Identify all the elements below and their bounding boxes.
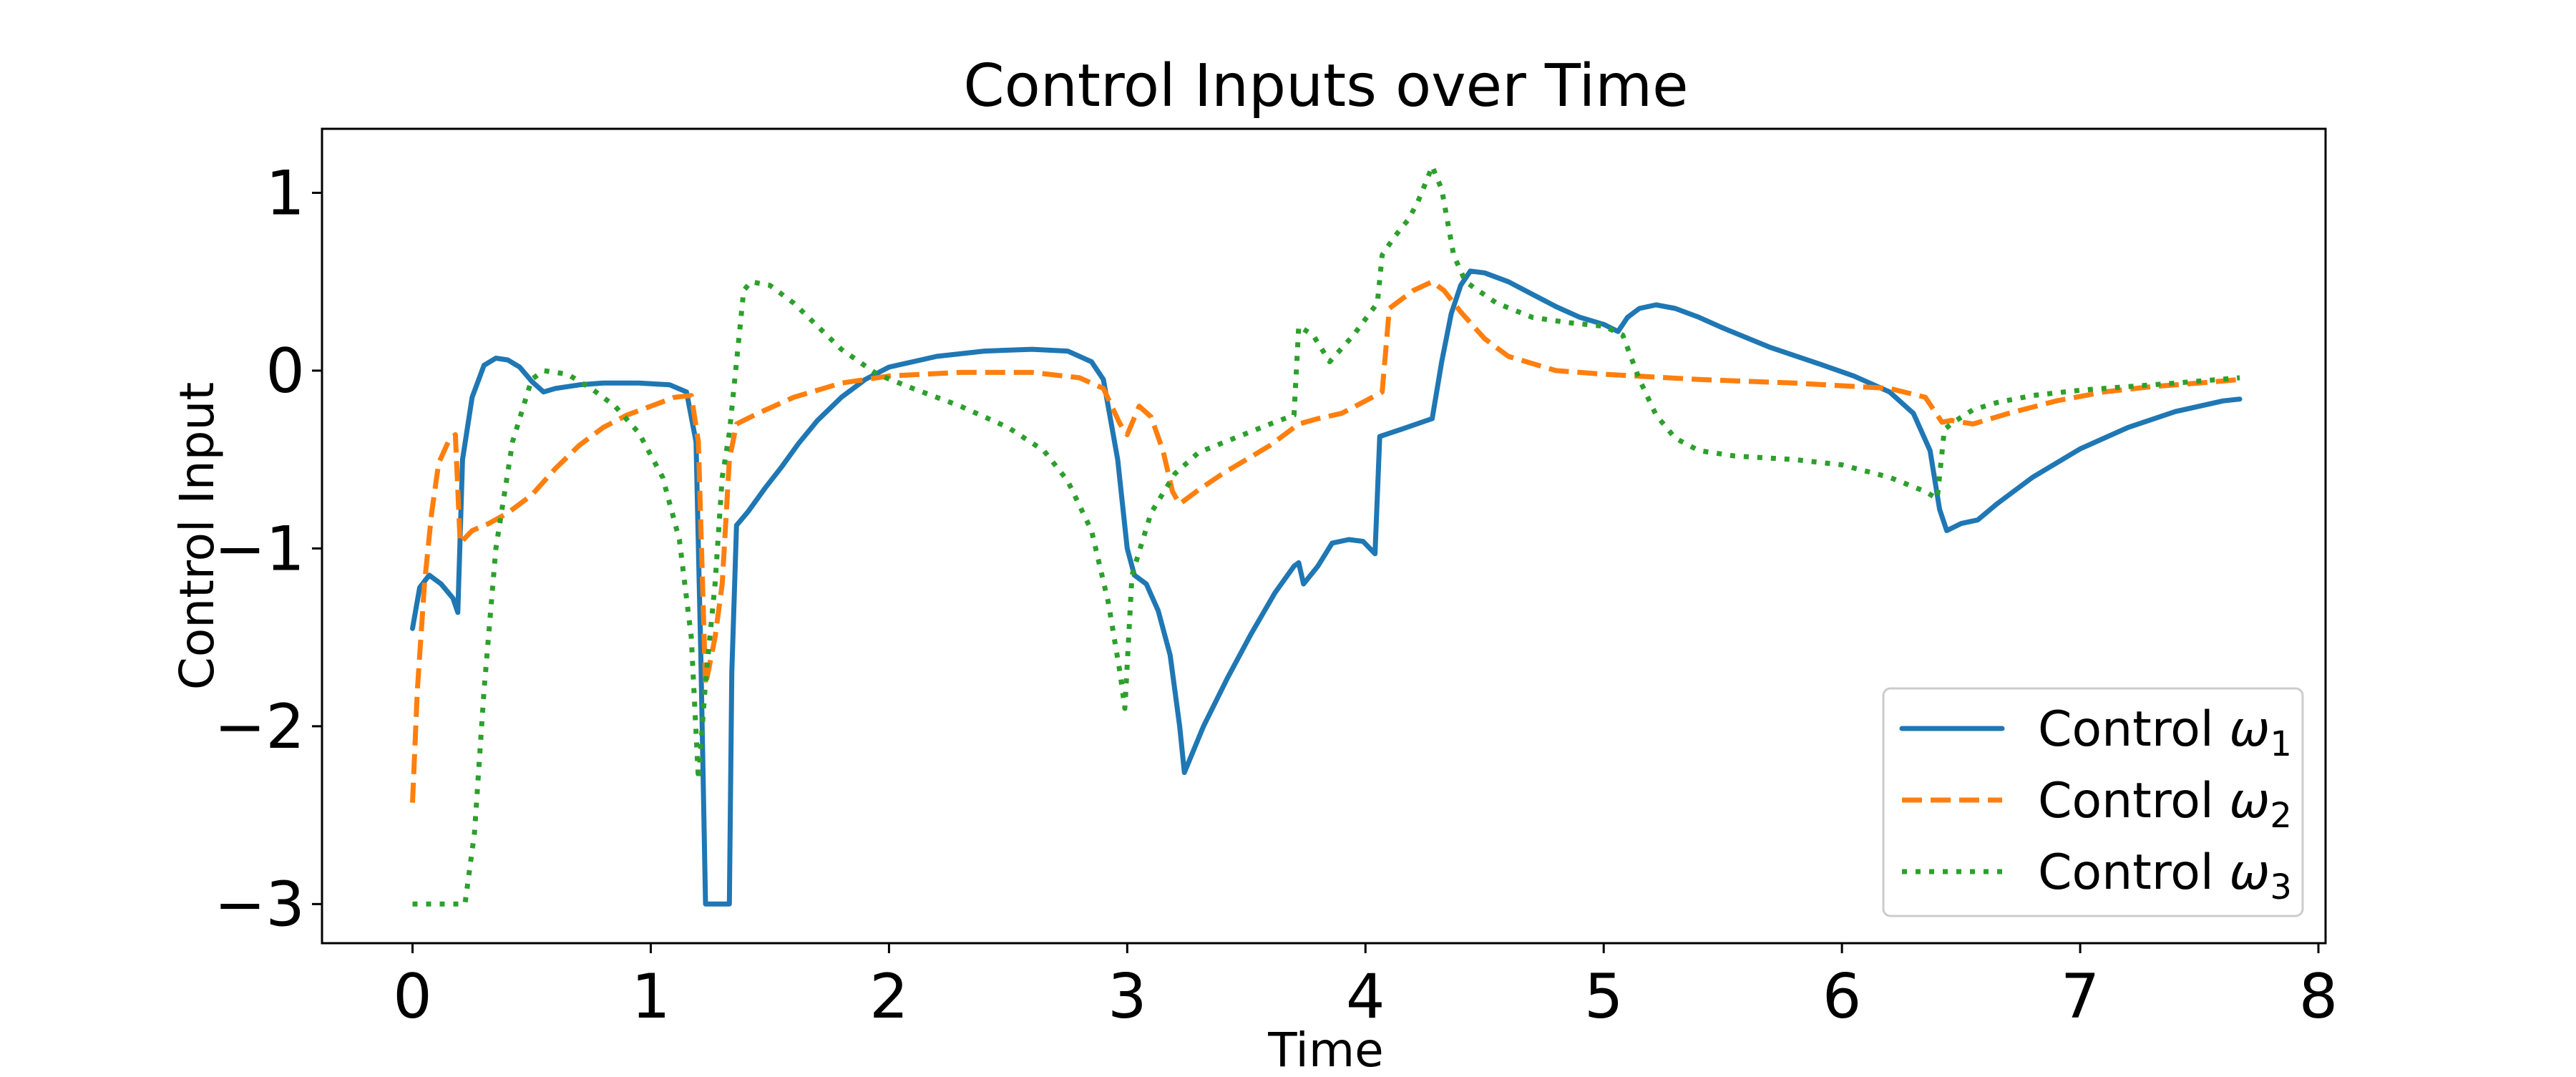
x-tick-label: 1 <box>631 961 670 1033</box>
y-axis-label: Control Input <box>170 382 225 690</box>
y-tick-label: −3 <box>214 869 305 940</box>
chart-title: Control Inputs over Time <box>963 52 1688 120</box>
series-layer <box>410 163 2243 907</box>
legend: Control ω1 Control ω2 Control ω3 <box>1882 687 2304 917</box>
x-axis-ticks: 0 1 2 3 4 5 6 7 8 <box>393 943 2338 1033</box>
legend-label-1: Control ω1 <box>2038 701 2292 764</box>
x-tick-label: 0 <box>393 961 432 1033</box>
y-axis-ticks: −3 −2 −1 0 1 <box>214 157 322 940</box>
y-tick-label: −2 <box>214 691 305 763</box>
axes-frame <box>321 127 2327 945</box>
y-tick-label: 1 <box>265 157 305 229</box>
x-tick-label: 3 <box>1108 961 1147 1033</box>
legend-label-3: Control ω3 <box>2038 844 2292 907</box>
plot-area <box>410 163 2243 907</box>
x-tick-label: 2 <box>869 961 909 1033</box>
legend-items: Control ω1 Control ω2 Control ω3 <box>1899 701 2292 907</box>
x-tick-label: 8 <box>2299 961 2338 1033</box>
series-line-2 <box>410 279 2240 803</box>
x-tick-label: 7 <box>2061 961 2100 1033</box>
y-tick-label: −1 <box>214 513 305 585</box>
x-tick-label: 5 <box>1584 961 1624 1033</box>
y-tick-label: 0 <box>265 336 305 407</box>
series-line-1 <box>410 268 2243 907</box>
x-tick-label: 6 <box>1823 961 1862 1033</box>
legend-box <box>1882 687 2304 917</box>
x-axis-label: Time <box>1267 1023 1384 1073</box>
legend-label-2: Control ω2 <box>2038 773 2292 836</box>
x-tick-label: 4 <box>1346 961 1385 1033</box>
